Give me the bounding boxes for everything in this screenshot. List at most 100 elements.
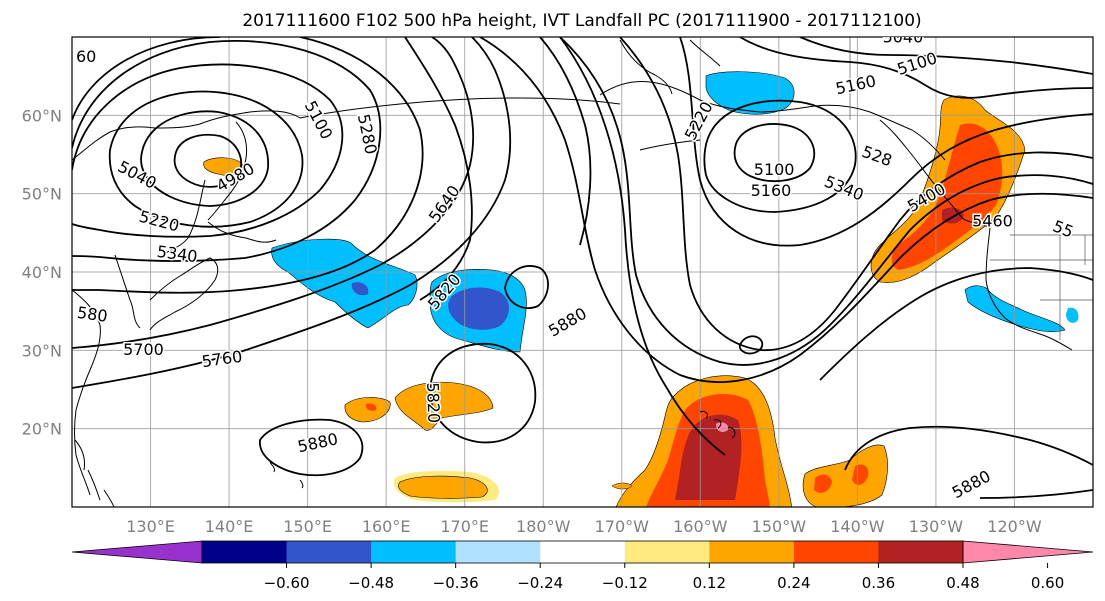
contour-5640-wave bbox=[404, 37, 592, 301]
coast-asia-east bbox=[72, 110, 301, 161]
ivt-pos-east-core bbox=[814, 474, 832, 493]
coast-pnw-us bbox=[985, 227, 1073, 351]
contour-label: 5820 bbox=[423, 382, 443, 423]
contour-open-2 bbox=[72, 40, 382, 262]
colorbar-tick-label: −0.12 bbox=[602, 574, 648, 592]
colorbar-segment bbox=[455, 541, 541, 563]
longitude-label: 140°E bbox=[205, 517, 254, 536]
longitude-label: 130°E bbox=[126, 517, 175, 536]
ivt-neg-alaska bbox=[705, 71, 795, 115]
ivt-neg-california-2 bbox=[1066, 307, 1079, 323]
contour-label: 5700 bbox=[123, 340, 164, 359]
colorbar-tick-label: 0.24 bbox=[777, 574, 810, 592]
contour-label: 5100 bbox=[754, 160, 795, 179]
latitude-labels: 20°N 30°N 40°N 50°N 60°N bbox=[22, 106, 62, 438]
ivt-pos-hawaii-peak bbox=[716, 422, 729, 432]
ivt-pos-west-1-core bbox=[365, 403, 377, 411]
contour-open-1 bbox=[72, 63, 344, 238]
contour-subtropical bbox=[559, 37, 1093, 456]
colorbar-segment bbox=[793, 541, 879, 563]
contour-alaska-open-2 bbox=[739, 37, 1093, 99]
contour-wave-east-2 bbox=[559, 37, 1093, 366]
coastlines bbox=[72, 39, 1073, 507]
colorbar-segment bbox=[540, 541, 626, 563]
contour-high-south-ring bbox=[429, 343, 537, 444]
ivt-pos-pnw-mid bbox=[891, 123, 1003, 270]
contour-label: 5040 bbox=[883, 28, 924, 47]
longitude-label: 150°E bbox=[283, 517, 332, 536]
ivt-pos-kamchatka bbox=[203, 157, 243, 176]
longitude-labels: 130°E 140°E 150°E 160°E 170°E 180°W 170°W 160°W… bbox=[126, 517, 1042, 536]
contour-label: 5460 bbox=[972, 212, 1013, 231]
colorbar-frame bbox=[201, 540, 964, 564]
latitude-label: 60°N bbox=[22, 106, 62, 125]
longitude-label: 170°E bbox=[440, 517, 489, 536]
colorbar-segment bbox=[624, 541, 710, 563]
contour-5700 bbox=[72, 37, 475, 349]
coast-bering bbox=[619, 39, 721, 95]
colorbar-tick-label: 0.48 bbox=[946, 574, 979, 592]
contour-wave-east-1 bbox=[479, 37, 1093, 383]
contour-alaska-open-3 bbox=[799, 37, 1093, 75]
coast-kurils-sakhalin bbox=[157, 179, 277, 259]
coast-kamchatka bbox=[207, 121, 248, 221]
contour-wave-east-3 bbox=[619, 37, 1093, 351]
border-us-states bbox=[990, 235, 1093, 340]
contour-high-center bbox=[504, 265, 549, 310]
colorbar-segment bbox=[709, 541, 795, 563]
contour-alaska-low-2 bbox=[703, 99, 857, 213]
colorbar-tick-label: 0.12 bbox=[693, 574, 726, 592]
colorbar-extend-high bbox=[962, 540, 1094, 564]
contour-small-ring bbox=[738, 335, 764, 355]
colorbar-tick-label: −0.60 bbox=[264, 574, 310, 592]
ivt-pos-west-1 bbox=[344, 397, 391, 423]
longitude-label: 180°W bbox=[516, 517, 571, 536]
contour-label: 60 bbox=[76, 47, 96, 66]
longitude-label: 140°W bbox=[830, 517, 885, 536]
colorbar: −0.60 −0.48 −0.36 −0.24 −0.12 0.12 0.24 0.36 0.4… bbox=[71, 540, 1094, 592]
latitude-label: 20°N bbox=[22, 420, 62, 439]
colorbar-tick-label: 0.60 bbox=[1031, 574, 1064, 592]
coast-islands-pacific bbox=[269, 461, 304, 489]
ivt-neg-japan-core bbox=[351, 282, 369, 296]
ivt-pos-south-1-core bbox=[398, 475, 488, 499]
coast-china bbox=[72, 289, 101, 496]
coast-alaska bbox=[599, 81, 946, 161]
colorbar-tick-label: 0.36 bbox=[862, 574, 895, 592]
ivt-pos-east-core-2 bbox=[852, 464, 869, 485]
contour-open-3 bbox=[72, 37, 424, 294]
coast-philippines bbox=[74, 439, 115, 507]
longitude-label: 170°W bbox=[595, 517, 650, 536]
contour-ring-low-3 bbox=[108, 90, 304, 228]
latitude-label: 30°N bbox=[22, 341, 62, 360]
longitude-label: 130°W bbox=[909, 517, 964, 536]
contour-label: 5160 bbox=[751, 181, 792, 200]
contour-5760 bbox=[72, 37, 512, 389]
contour-ring-low-1 bbox=[173, 134, 242, 188]
colorbar-segment bbox=[371, 541, 457, 563]
contour-5880-west bbox=[259, 418, 364, 477]
ivt-shading bbox=[203, 71, 1079, 507]
coast-hawaii bbox=[699, 411, 736, 439]
colorbar-tick-label: −0.24 bbox=[517, 574, 563, 592]
colorbar-tick-label: −0.36 bbox=[433, 574, 479, 592]
contour-ring-low-2 bbox=[140, 110, 269, 207]
map-body bbox=[72, 37, 1093, 507]
colorbar-segment bbox=[286, 541, 372, 563]
ivt-neg-central-core bbox=[448, 287, 509, 330]
ivt-neg-california bbox=[964, 285, 1066, 332]
longitude-label: 150°W bbox=[752, 517, 807, 536]
coast-bc bbox=[879, 119, 991, 229]
ivt-pos-hawaii-core bbox=[675, 414, 742, 500]
latitude-label: 50°N bbox=[22, 185, 62, 204]
longitude-label: 120°W bbox=[987, 517, 1042, 536]
colorbar-extend-low bbox=[71, 540, 203, 564]
coast-korea-japan bbox=[114, 254, 219, 331]
colorbar-segment bbox=[878, 541, 964, 563]
colorbar-segment bbox=[202, 541, 288, 563]
contour-alaska-open-1 bbox=[679, 37, 1093, 247]
figure-title: 2017111600 F102 500 hPa height, IVT Land… bbox=[242, 11, 921, 31]
contour-label: 580 bbox=[76, 303, 109, 326]
height-contours bbox=[72, 37, 1093, 499]
